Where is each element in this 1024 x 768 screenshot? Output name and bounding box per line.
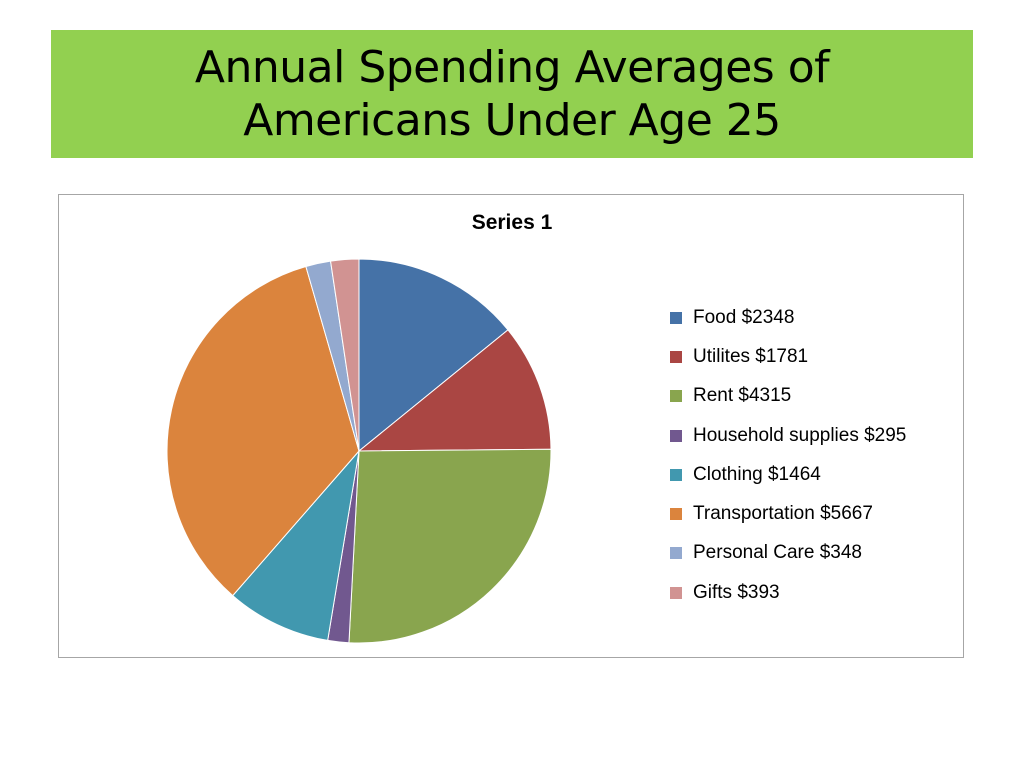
slide-title-line-2: Americans Under Age 25 bbox=[243, 95, 781, 146]
title-banner: Annual Spending Averages of Americans Un… bbox=[51, 30, 973, 158]
legend-swatch bbox=[670, 547, 682, 560]
legend-item: Utilites $1781 bbox=[670, 337, 906, 376]
pie-slice bbox=[348, 448, 552, 644]
chart-area: Series 1 Food $2348 Utilites $1781 Rent $4… bbox=[58, 194, 964, 658]
pie-slice bbox=[357, 329, 552, 452]
legend-swatch bbox=[670, 586, 682, 599]
legend-swatch bbox=[670, 508, 682, 521]
legend-label: Utilites $1781 bbox=[693, 345, 809, 367]
legend-label: Transportation $5667 bbox=[693, 503, 873, 525]
legend-label: Personal Care $348 bbox=[693, 542, 862, 564]
legend-swatch bbox=[670, 468, 682, 481]
legend-item: Transportation $5667 bbox=[670, 494, 906, 533]
legend-label: Food $2348 bbox=[693, 306, 795, 328]
pie-slice bbox=[166, 265, 360, 597]
legend-label: Gifts $393 bbox=[693, 581, 780, 603]
pie-slice bbox=[358, 258, 509, 453]
legend-label: Clothing $1464 bbox=[693, 463, 821, 485]
legend-swatch bbox=[670, 311, 682, 324]
legend-item: Clothing $1464 bbox=[670, 455, 906, 494]
legend-item: Household supplies $295 bbox=[670, 416, 906, 455]
legend-item: Food $2348 bbox=[670, 298, 906, 337]
pie-slice bbox=[232, 449, 360, 641]
legend-item: Gifts $393 bbox=[670, 573, 906, 612]
legend-swatch bbox=[670, 429, 682, 442]
legend-item: Personal Care $348 bbox=[670, 534, 906, 573]
legend-label: Rent $4315 bbox=[693, 385, 792, 407]
chart-legend: Food $2348 Utilites $1781 Rent $4315 Househ… bbox=[670, 298, 906, 612]
legend-label: Household supplies $295 bbox=[693, 424, 907, 446]
slide-title: Annual Spending Averages of Americans Un… bbox=[51, 41, 973, 147]
pie-slice bbox=[329, 258, 360, 452]
legend-swatch bbox=[670, 350, 682, 363]
legend-swatch bbox=[670, 390, 682, 403]
slide-title-line-1: Annual Spending Averages of bbox=[194, 42, 830, 93]
pie-chart bbox=[166, 258, 552, 644]
legend-item: Rent $4315 bbox=[670, 377, 906, 416]
chart-title: Series 1 bbox=[471, 211, 553, 234]
